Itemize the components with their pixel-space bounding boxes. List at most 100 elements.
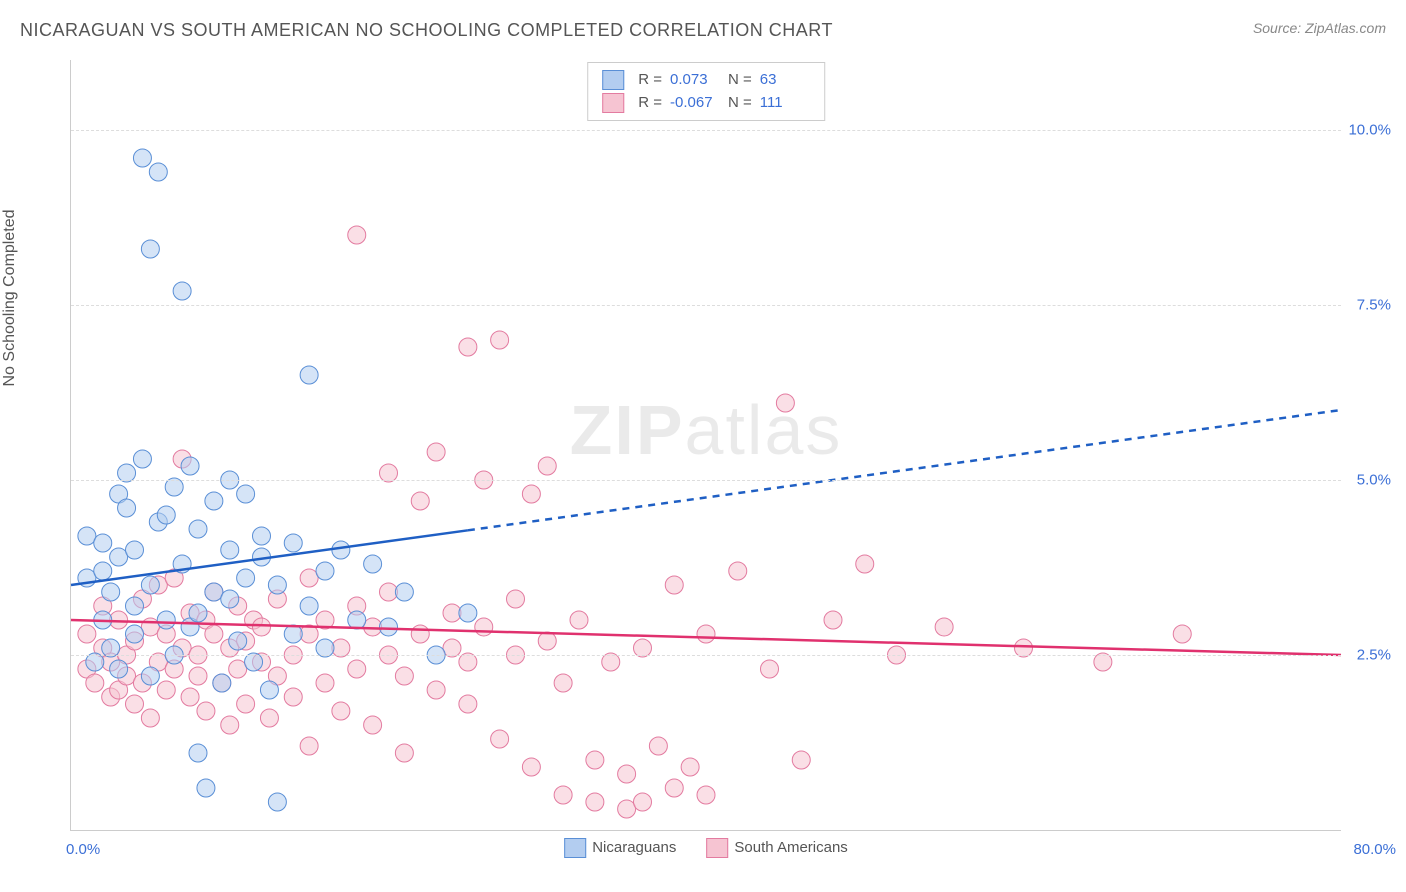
n-value: 111 [760,92,810,115]
data-point [364,555,382,573]
data-point [300,366,318,384]
data-point [348,611,366,629]
y-tick-label: 7.5% [1346,297,1391,314]
data-point [475,618,493,636]
data-point [761,660,779,678]
r-value: 0.073 [670,69,720,92]
r-label: R = [638,92,662,115]
data-point [570,611,588,629]
data-point [856,555,874,573]
legend-swatch [564,838,586,858]
data-point [776,394,794,412]
data-point [649,737,667,755]
data-point [618,800,636,818]
data-point [253,527,271,545]
data-point [94,534,112,552]
stats-row: R =-0.067N =111 [602,92,810,115]
data-point [697,786,715,804]
data-point [268,576,286,594]
data-point [149,163,167,181]
data-point [284,625,302,643]
data-point [586,751,604,769]
data-point [260,709,278,727]
data-point [86,674,104,692]
data-point [792,751,810,769]
data-point [110,548,128,566]
data-point [205,492,223,510]
data-point [126,625,144,643]
data-point [237,695,255,713]
data-point [221,590,239,608]
gridline [71,655,1341,656]
data-point [205,625,223,643]
data-point [507,590,525,608]
data-point [78,625,96,643]
legend-item: Nicaraguans [564,838,676,858]
data-point [554,674,572,692]
data-point [141,667,159,685]
legend-label: South Americans [734,839,847,856]
data-point [189,744,207,762]
r-label: R = [638,69,662,92]
data-point [157,611,175,629]
data-point [284,688,302,706]
trend-line-dashed [468,410,1341,530]
data-point [332,702,350,720]
data-point [316,674,334,692]
source-label: Source: [1253,20,1301,36]
series-swatch [602,70,624,90]
data-point [348,660,366,678]
y-axis-label: No Schooling Completed [1,210,19,387]
data-point [427,443,445,461]
source-attribution: Source: ZipAtlas.com [1253,20,1386,36]
chart-header: NICARAGUAN VS SOUTH AMERICAN NO SCHOOLIN… [20,20,1386,50]
data-point [316,562,334,580]
data-point [395,667,413,685]
chart-svg [71,60,1341,830]
y-tick-label: 10.0% [1346,122,1391,139]
data-point [237,569,255,587]
data-point [284,534,302,552]
data-point [491,730,509,748]
data-point [300,737,318,755]
y-tick-label: 5.0% [1346,472,1391,489]
data-point [538,632,556,650]
data-point [181,688,199,706]
data-point [133,450,151,468]
data-point [181,457,199,475]
stats-row: R =0.073N =63 [602,69,810,92]
data-point [237,485,255,503]
data-point [197,779,215,797]
data-point [459,604,477,622]
data-point [110,660,128,678]
data-point [126,695,144,713]
data-point [221,541,239,559]
data-point [697,625,715,643]
data-point [205,583,223,601]
data-point [443,604,461,622]
data-point [459,695,477,713]
data-point [268,793,286,811]
data-point [586,793,604,811]
data-point [634,793,652,811]
n-value: 63 [760,69,810,92]
legend-swatch [706,838,728,858]
data-point [94,562,112,580]
data-point [133,149,151,167]
data-point [380,583,398,601]
series-swatch [602,93,624,113]
data-point [459,338,477,356]
data-point [300,569,318,587]
data-point [665,576,683,594]
data-point [395,744,413,762]
data-point [411,492,429,510]
data-point [253,618,271,636]
legend-bottom: Nicaraguans South Americans [564,838,848,858]
legend-item: South Americans [706,838,847,858]
data-point [1173,625,1191,643]
data-point [189,667,207,685]
data-point [157,506,175,524]
data-point [665,779,683,797]
correlation-stats-box: R =0.073N =63R =-0.067N =111 [587,62,825,121]
data-point [102,583,120,601]
